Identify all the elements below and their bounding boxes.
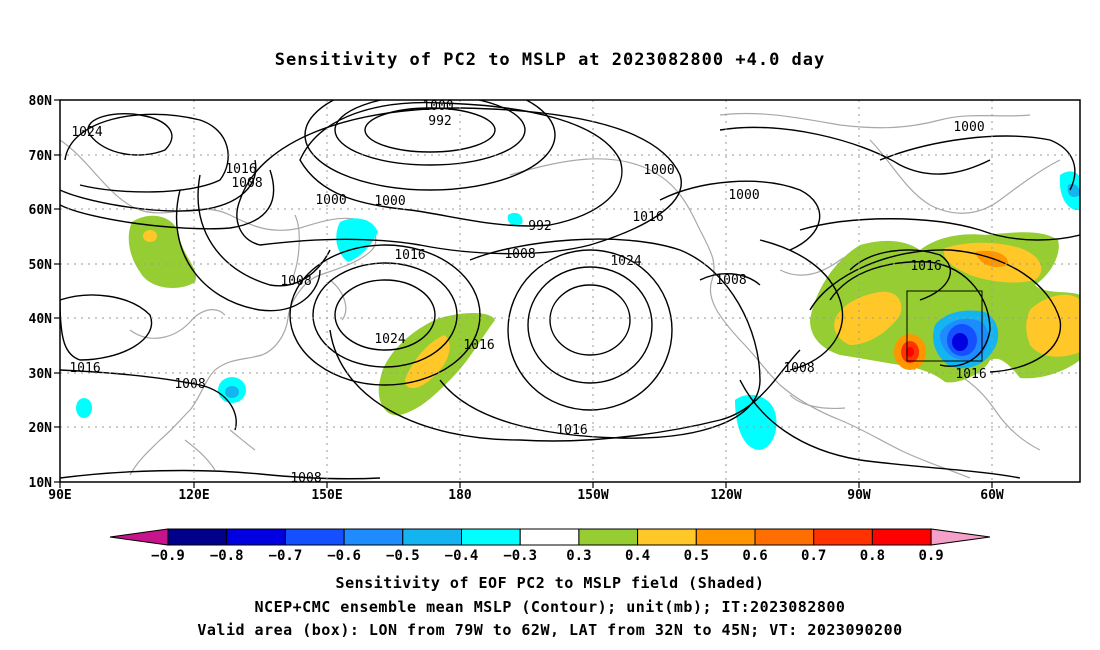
- sensitivity-shading: [76, 171, 1080, 450]
- valid-area-box: [906, 290, 983, 362]
- contour-label: 1000: [315, 193, 346, 208]
- lat-label: 70N: [29, 149, 53, 164]
- contour-label: 1008: [280, 274, 311, 289]
- colorbar-swatch: [284, 528, 345, 546]
- longitude-labels: 90E 120E 150E 180 150W 120W 90W 60W: [48, 488, 1004, 503]
- lat-label: 20N: [29, 421, 53, 436]
- colorbar-label: −0.6: [327, 548, 361, 564]
- contour-label: 1008: [231, 176, 262, 191]
- colorbar-label: −0.9: [151, 548, 185, 564]
- lat-label: 80N: [29, 94, 53, 109]
- colorbar-low-end: [109, 528, 169, 546]
- contour-label: 1000: [374, 194, 405, 209]
- contour-label: 1016: [910, 259, 941, 274]
- contour-label: 1016: [394, 248, 425, 263]
- colorbar-swatch: [695, 528, 756, 546]
- contour-label: 1008: [715, 273, 746, 288]
- contour-label: 1008: [174, 377, 205, 392]
- lat-label: 10N: [29, 476, 53, 491]
- colorbar-swatch: [226, 528, 286, 546]
- colorbar-swatch: [754, 528, 815, 546]
- colorbar: [109, 528, 991, 546]
- contour-label: 1024: [610, 254, 641, 269]
- contour-label: 1016: [556, 423, 587, 438]
- lon-label: 150W: [577, 488, 608, 503]
- colorbar-label: −0.7: [269, 548, 303, 564]
- contour-label: 1016: [225, 162, 256, 177]
- contour-label: 992: [428, 114, 451, 129]
- contour-label: 992: [528, 219, 551, 234]
- colorbar-label: −0.4: [445, 548, 479, 564]
- contour-label: 1024: [374, 332, 405, 347]
- colorbar-swatch: [402, 528, 462, 546]
- colorbar-swatch: [519, 528, 580, 546]
- graticule: [60, 100, 1080, 482]
- plot-frame: [59, 99, 1081, 483]
- caption-line-1: Sensitivity of EOF PC2 to MSLP field (Sh…: [335, 574, 765, 592]
- colorbar-label: 0.6: [742, 548, 767, 564]
- colorbar-swatch: [637, 528, 697, 546]
- contour-label: 1008: [504, 247, 535, 262]
- contour-label: 1008: [290, 471, 321, 486]
- contour-labels: 1000 992 1024 1016 1008 1000 1000 1000 9…: [69, 99, 986, 486]
- contour-label: 1008: [783, 361, 814, 376]
- lon-label: 90W: [847, 488, 871, 503]
- axis-ticks: [54, 99, 993, 488]
- colorbar-swatch: [167, 528, 228, 546]
- colorbar-label: 0.3: [566, 548, 591, 564]
- contour-label: 1024: [71, 125, 102, 140]
- colorbar-swatch: [461, 528, 521, 546]
- contour-label: 1000: [728, 188, 759, 203]
- colorbar-label: 0.7: [801, 548, 826, 564]
- contour-label: 1016: [955, 367, 986, 382]
- colorbar-high-end: [930, 528, 991, 546]
- latitude-labels: 80N 70N 60N 50N 40N 30N 20N 10N: [29, 94, 53, 491]
- colorbar-swatch: [813, 528, 873, 546]
- colorbar-label: 0.8: [860, 548, 885, 564]
- lon-label: 90E: [48, 488, 71, 503]
- colorbar-label: −0.3: [503, 548, 537, 564]
- lon-label: 180: [448, 488, 472, 503]
- colorbar-swatch: [871, 528, 932, 546]
- colorbar-label: 0.4: [625, 548, 650, 564]
- lon-label: 60W: [980, 488, 1004, 503]
- lon-label: 120W: [710, 488, 741, 503]
- colorbar-swatch: [578, 528, 639, 546]
- contour-label: 1016: [463, 338, 494, 353]
- contour-label: 1000: [422, 99, 453, 114]
- contour-label: 1016: [632, 210, 663, 225]
- lat-label: 40N: [29, 312, 53, 327]
- lat-label: 50N: [29, 258, 53, 273]
- lat-label: 30N: [29, 367, 53, 382]
- chart-title: Sensitivity of PC2 to MSLP at 2023082800…: [274, 50, 826, 70]
- colorbar-label: −0.5: [386, 548, 420, 564]
- mslp-contours: [60, 100, 1080, 480]
- contour-label: 1000: [953, 120, 984, 135]
- lon-label: 120E: [178, 488, 209, 503]
- colorbar-labels: −0.9 −0.8 −0.7 −0.6 −0.5 −0.4 −0.3 0.3 0.4 0.5 0.6…: [151, 548, 944, 564]
- caption-line-3: Valid area (box): LON from 79W to 62W, L…: [197, 621, 903, 639]
- contour-label: 1016: [69, 361, 100, 376]
- lon-label: 150E: [311, 488, 342, 503]
- colorbar-label: 0.5: [684, 548, 709, 564]
- colorbar-label: 0.9: [918, 548, 943, 564]
- caption-line-2: NCEP+CMC ensemble mean MSLP (Contour); u…: [254, 598, 846, 616]
- contour-label: 1000: [643, 163, 674, 178]
- colorbar-label: −0.8: [210, 548, 244, 564]
- lat-label: 60N: [29, 203, 53, 218]
- colorbar-swatch: [343, 528, 404, 546]
